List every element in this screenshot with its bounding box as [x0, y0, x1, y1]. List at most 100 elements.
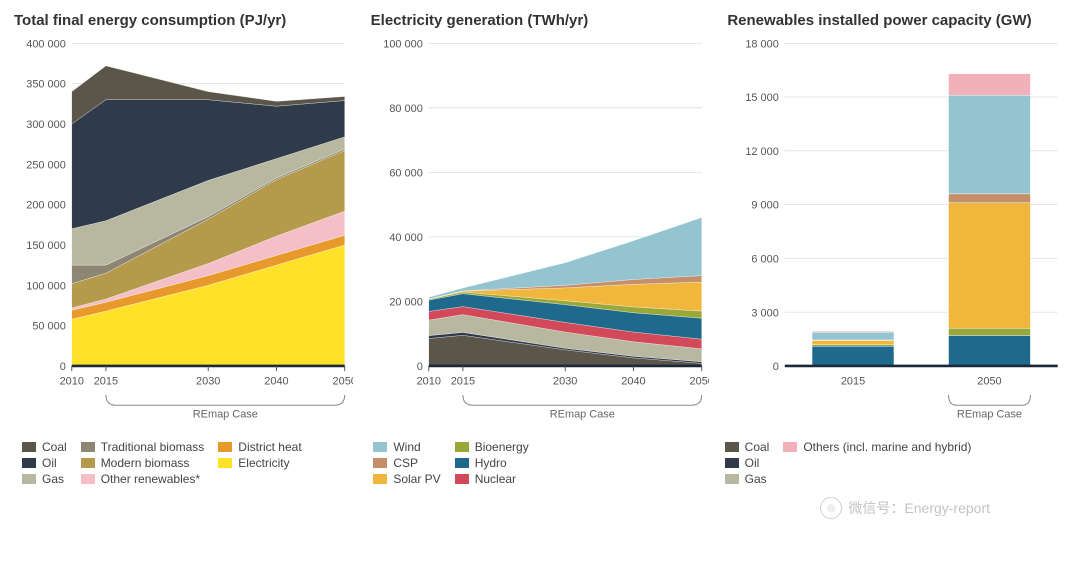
legend-item-electricity: Electricity — [218, 456, 301, 470]
bar-2050-solar-pv — [949, 203, 1031, 328]
legend-item-other-renewables-: Other renewables* — [81, 472, 205, 486]
legend-label: Oil — [745, 456, 760, 470]
legend-swatch — [22, 474, 36, 484]
chart-panel-renewables-capacity: Renewables installed power capacity (GW)… — [727, 8, 1066, 428]
svg-text:2030: 2030 — [196, 375, 220, 387]
legend-item-coal: Coal — [725, 440, 770, 454]
remap-label: REmap Case — [193, 408, 258, 420]
legend-swatch — [22, 458, 36, 468]
legend-label: Traditional biomass — [101, 440, 205, 454]
chart-area-3: 03 0006 0009 00012 00015 00018 000201520… — [727, 35, 1066, 428]
chart-area-1: 0 50 000 100 000 150 000 200 000 250 000 300 0… — [14, 35, 353, 428]
legend-item-bioenergy: Bioenergy — [455, 440, 529, 454]
svg-text:150 000: 150 000 — [26, 240, 66, 252]
svg-text:2010: 2010 — [60, 375, 84, 387]
legend-label: District heat — [238, 440, 301, 454]
svg-text:2040: 2040 — [264, 375, 288, 387]
legend-item-gas: Gas — [725, 472, 770, 486]
legend-label: Bioenergy — [475, 440, 529, 454]
legend-swatch — [81, 442, 95, 452]
svg-text:18 000: 18 000 — [746, 38, 779, 50]
legend-label: Other renewables* — [101, 472, 200, 486]
bar-2015-others — [812, 331, 894, 332]
svg-text:2050: 2050 — [689, 375, 709, 387]
legend-block-1: Coal Oil Gas Traditional biomass Modern biom… — [22, 440, 355, 486]
svg-text:0: 0 — [416, 361, 422, 373]
svg-text:100 000: 100 000 — [383, 38, 423, 50]
legend-label: Hydro — [475, 456, 507, 470]
legend-label: Gas — [42, 472, 64, 486]
svg-text:350 000: 350 000 — [26, 79, 66, 91]
legend-swatch — [725, 442, 739, 452]
legend-item-nuclear: Nuclear — [455, 472, 529, 486]
legend-swatch — [455, 442, 469, 452]
bar-2050-hydro — [949, 335, 1031, 365]
legend-swatch — [373, 442, 387, 452]
legend-swatch — [373, 458, 387, 468]
svg-text:15 000: 15 000 — [746, 92, 779, 104]
chart-title-3: Renewables installed power capacity (GW) — [727, 8, 1066, 35]
svg-text:2015: 2015 — [841, 375, 865, 387]
legend-label: Oil — [42, 456, 57, 470]
legend-label: Solar PV — [393, 472, 440, 486]
legend-block-2: Wind CSP Solar PV Bioenergy Hydro Nuclear — [373, 440, 706, 486]
legend-label: Modern biomass — [101, 456, 190, 470]
svg-text:100 000: 100 000 — [26, 280, 66, 292]
bar-2050-wind — [949, 95, 1031, 194]
legend-item-district-heat: District heat — [218, 440, 301, 454]
svg-text:6 000: 6 000 — [752, 253, 779, 265]
legend-swatch — [373, 474, 387, 484]
svg-text:400 000: 400 000 — [26, 38, 66, 50]
legend-item-oil: Oil — [725, 456, 770, 470]
legend-label: Electricity — [238, 456, 289, 470]
legend-swatch — [455, 474, 469, 484]
bar-2050-csp — [949, 194, 1031, 203]
svg-text:2015: 2015 — [94, 375, 118, 387]
legend-swatch — [218, 442, 232, 452]
chart-panel-energy-consumption: Total final energy consumption (PJ/yr) 0… — [14, 8, 353, 428]
legend-label: Nuclear — [475, 472, 516, 486]
svg-text:40 000: 40 000 — [389, 232, 422, 244]
legend-item-solar-pv: Solar PV — [373, 472, 440, 486]
chart-panel-electricity-generation: Electricity generation (TWh/yr) 020 0004… — [371, 8, 710, 428]
legend-label: Others (incl. marine and hybrid) — [803, 440, 971, 454]
svg-text:2040: 2040 — [621, 375, 645, 387]
legend-item-coal: Coal — [22, 440, 67, 454]
svg-text:200 000: 200 000 — [26, 200, 66, 212]
svg-text:80 000: 80 000 — [389, 103, 422, 115]
svg-text:2010: 2010 — [416, 375, 440, 387]
legend-swatch — [22, 442, 36, 452]
bar-2015-solar-pv — [812, 340, 894, 344]
svg-text:0: 0 — [60, 361, 66, 373]
legend-swatch — [725, 458, 739, 468]
svg-text:0: 0 — [773, 361, 779, 373]
legend-item-csp: CSP — [373, 456, 440, 470]
legend-block-3: Coal Oil Gas Others (incl. marine and hybri… — [725, 440, 1058, 486]
svg-text:3 000: 3 000 — [752, 307, 779, 319]
svg-text:2015: 2015 — [450, 375, 474, 387]
legend-label: Wind — [393, 440, 420, 454]
legend-item-traditional-biomass: Traditional biomass — [81, 440, 205, 454]
legend-swatch — [783, 442, 797, 452]
remap-label: REmap Case — [957, 408, 1022, 420]
legend-label: Coal — [745, 440, 770, 454]
svg-text:50 000: 50 000 — [32, 321, 65, 333]
legend-label: CSP — [393, 456, 418, 470]
legend-item-modern-biomass: Modern biomass — [81, 456, 205, 470]
svg-text:2050: 2050 — [333, 375, 353, 387]
legend-item-hydro: Hydro — [455, 456, 529, 470]
legend-swatch — [725, 474, 739, 484]
chart-area-2: 020 00040 00060 00080 000100 00020102015… — [371, 35, 710, 428]
svg-text:12 000: 12 000 — [746, 146, 779, 158]
svg-text:300 000: 300 000 — [26, 119, 66, 131]
legend-item-gas: Gas — [22, 472, 67, 486]
legend-swatch — [81, 458, 95, 468]
legend-item-others-incl-marine-and-hybrid-: Others (incl. marine and hybrid) — [783, 440, 971, 454]
svg-text:250 000: 250 000 — [26, 159, 66, 171]
legend-swatch — [455, 458, 469, 468]
legend-item-wind: Wind — [373, 440, 440, 454]
svg-text:9 000: 9 000 — [752, 200, 779, 212]
chart-title-1: Total final energy consumption (PJ/yr) — [14, 8, 353, 35]
bar-2050-bioenergy — [949, 328, 1031, 335]
legend-label: Coal — [42, 440, 67, 454]
